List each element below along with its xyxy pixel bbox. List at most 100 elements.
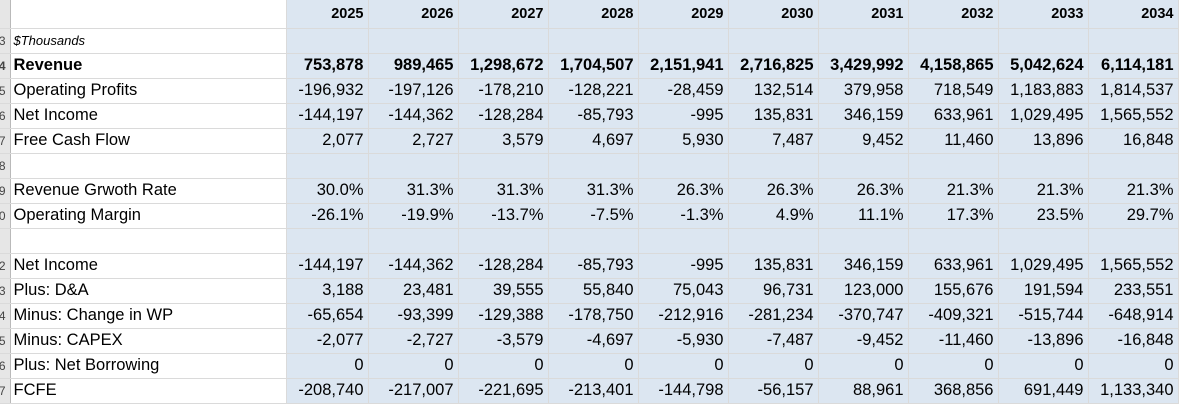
value-cell[interactable]: -19.9% (368, 203, 459, 229)
value-cell[interactable]: -26.1% (286, 203, 369, 229)
value-cell[interactable]: 0 (548, 353, 639, 379)
value-cell[interactable]: 30.0% (286, 178, 369, 204)
value-cell[interactable]: -370,747 (818, 303, 909, 329)
value-cell[interactable]: -212,916 (638, 303, 729, 329)
row-label-cell[interactable]: Minus: CAPEX (10, 328, 287, 354)
value-cell[interactable]: 1,298,672 (458, 53, 549, 79)
cell[interactable] (998, 28, 1089, 54)
value-cell[interactable]: -5,930 (638, 328, 729, 354)
value-cell[interactable]: 23,481 (368, 278, 459, 304)
value-cell[interactable]: 155,676 (908, 278, 999, 304)
value-cell[interactable]: 379,958 (818, 78, 909, 104)
value-cell[interactable]: -144,798 (638, 378, 729, 404)
value-cell[interactable]: 39,555 (458, 278, 549, 304)
value-cell[interactable]: 11,460 (908, 128, 999, 154)
value-cell[interactable]: 0 (1088, 353, 1179, 379)
value-cell[interactable]: 4.9% (728, 203, 819, 229)
value-cell[interactable]: -128,221 (548, 78, 639, 104)
row-label-cell[interactable]: Plus: Net Borrowing (10, 353, 287, 379)
value-cell[interactable]: 17.3% (908, 203, 999, 229)
year-cell[interactable]: 2031 (818, 0, 909, 29)
value-cell[interactable]: 26.3% (728, 178, 819, 204)
value-cell[interactable]: -65,654 (286, 303, 369, 329)
value-cell[interactable]: -56,157 (728, 378, 819, 404)
row-label-cell[interactable]: Free Cash Flow (10, 128, 287, 154)
value-cell[interactable]: -995 (638, 253, 729, 279)
value-cell[interactable]: -9,452 (818, 328, 909, 354)
row-header[interactable]: 9 (0, 178, 11, 204)
value-cell[interactable]: 633,961 (908, 253, 999, 279)
row-header[interactable]: 0 (0, 203, 11, 229)
value-cell[interactable]: 26.3% (818, 178, 909, 204)
year-cell[interactable]: 2025 (286, 0, 369, 29)
value-cell[interactable] (1088, 228, 1179, 254)
value-cell[interactable]: -515,744 (998, 303, 1089, 329)
value-cell[interactable]: -3,579 (458, 328, 549, 354)
row-label-cell[interactable] (10, 228, 287, 254)
value-cell[interactable] (818, 153, 909, 179)
value-cell[interactable]: 0 (998, 353, 1089, 379)
value-cell[interactable]: 633,961 (908, 103, 999, 129)
row-label-cell[interactable]: Net Income (10, 253, 287, 279)
value-cell[interactable]: 31.3% (368, 178, 459, 204)
year-cell[interactable]: 2026 (368, 0, 459, 29)
value-cell[interactable]: -16,848 (1088, 328, 1179, 354)
value-cell[interactable]: 16,848 (1088, 128, 1179, 154)
row-label-cell[interactable]: Operating Margin (10, 203, 287, 229)
value-cell[interactable]: 1,814,537 (1088, 78, 1179, 104)
row-label-cell[interactable]: Operating Profits (10, 78, 287, 104)
value-cell[interactable]: -2,077 (286, 328, 369, 354)
value-cell[interactable]: -93,399 (368, 303, 459, 329)
row-header[interactable]: 7 (0, 128, 11, 154)
row-header[interactable]: 2 (0, 253, 11, 279)
value-cell[interactable]: 1,029,495 (998, 103, 1089, 129)
value-cell[interactable] (286, 153, 369, 179)
value-cell[interactable]: -85,793 (548, 253, 639, 279)
value-cell[interactable] (286, 228, 369, 254)
cell[interactable] (368, 28, 459, 54)
value-cell[interactable]: 96,731 (728, 278, 819, 304)
value-cell[interactable]: -197,126 (368, 78, 459, 104)
value-cell[interactable]: -13,896 (998, 328, 1089, 354)
cell[interactable] (728, 28, 819, 54)
value-cell[interactable]: 753,878 (286, 53, 369, 79)
value-cell[interactable] (458, 228, 549, 254)
row-header[interactable]: 5 (0, 328, 11, 354)
value-cell[interactable]: -11,460 (908, 328, 999, 354)
value-cell[interactable]: 5,042,624 (998, 53, 1089, 79)
value-cell[interactable]: 88,961 (818, 378, 909, 404)
value-cell[interactable]: 23.5% (998, 203, 1089, 229)
value-cell[interactable]: 135,831 (728, 253, 819, 279)
value-cell[interactable]: -995 (638, 103, 729, 129)
value-cell[interactable] (368, 228, 459, 254)
row-label-cell[interactable]: Revenue Grwoth Rate (10, 178, 287, 204)
value-cell[interactable]: 11.1% (818, 203, 909, 229)
row-header[interactable]: 8 (0, 153, 11, 179)
row-header[interactable] (0, 0, 11, 29)
value-cell[interactable]: 1,565,552 (1088, 253, 1179, 279)
spreadsheet-grid[interactable]: 2025 2026 2027 2028 2029 2030 2031 2032 … (0, 0, 1179, 404)
year-cell[interactable]: 2027 (458, 0, 549, 29)
value-cell[interactable]: -13.7% (458, 203, 549, 229)
value-cell[interactable]: -85,793 (548, 103, 639, 129)
value-cell[interactable]: 0 (458, 353, 549, 379)
row-header[interactable] (0, 228, 11, 254)
value-cell[interactable]: 368,856 (908, 378, 999, 404)
cell[interactable] (286, 28, 369, 54)
value-cell[interactable]: -7.5% (548, 203, 639, 229)
value-cell[interactable]: -196,932 (286, 78, 369, 104)
value-cell[interactable] (908, 153, 999, 179)
row-header[interactable]: 4 (0, 303, 11, 329)
value-cell[interactable]: 26.3% (638, 178, 729, 204)
value-cell[interactable]: -128,284 (458, 253, 549, 279)
value-cell[interactable]: 5,930 (638, 128, 729, 154)
value-cell[interactable]: -7,487 (728, 328, 819, 354)
value-cell[interactable] (638, 153, 729, 179)
value-cell[interactable]: 123,000 (818, 278, 909, 304)
value-cell[interactable]: 0 (818, 353, 909, 379)
value-cell[interactable] (998, 228, 1089, 254)
value-cell[interactable]: 0 (368, 353, 459, 379)
value-cell[interactable]: -4,697 (548, 328, 639, 354)
value-cell[interactable] (638, 228, 729, 254)
row-label-cell[interactable]: Net Income (10, 103, 287, 129)
